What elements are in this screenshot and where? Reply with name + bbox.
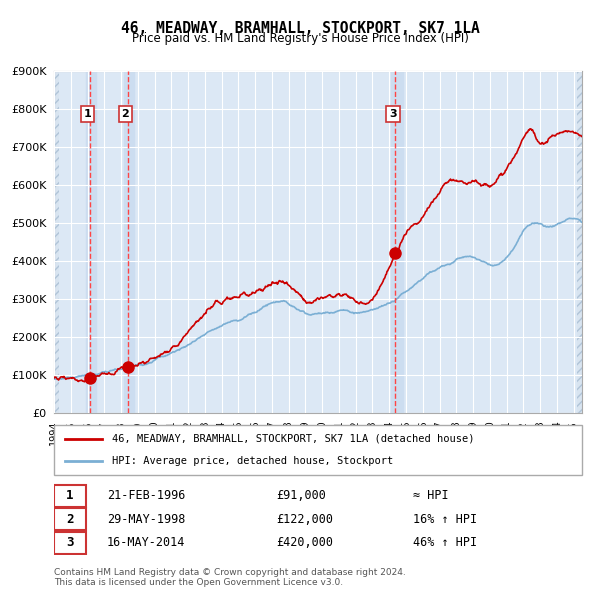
Text: £91,000: £91,000 [276,489,326,502]
Text: Contains HM Land Registry data © Crown copyright and database right 2024.: Contains HM Land Registry data © Crown c… [54,568,406,576]
FancyBboxPatch shape [54,425,582,475]
Text: £122,000: £122,000 [276,513,333,526]
FancyBboxPatch shape [54,484,86,507]
Text: 3: 3 [389,109,397,119]
Text: 2: 2 [122,109,129,119]
Text: 46, MEADWAY, BRAMHALL, STOCKPORT, SK7 1LA: 46, MEADWAY, BRAMHALL, STOCKPORT, SK7 1L… [121,21,479,35]
Bar [391,71,403,413]
Text: 3: 3 [66,536,74,549]
Bar [124,71,134,413]
Text: 21-FEB-1996: 21-FEB-1996 [107,489,185,502]
Text: 46% ↑ HPI: 46% ↑ HPI [413,536,477,549]
Text: 16% ↑ HPI: 16% ↑ HPI [413,513,477,526]
Text: ≈ HPI: ≈ HPI [413,489,449,502]
Text: This data is licensed under the Open Government Licence v3.0.: This data is licensed under the Open Gov… [54,578,343,587]
Bar [577,71,600,413]
Text: HPI: Average price, detached house, Stockport: HPI: Average price, detached house, Stoc… [112,456,394,466]
Text: 2: 2 [66,513,74,526]
FancyBboxPatch shape [54,508,86,530]
Text: £420,000: £420,000 [276,536,333,549]
Bar [86,71,96,413]
Text: 16-MAY-2014: 16-MAY-2014 [107,536,185,549]
Text: 29-MAY-1998: 29-MAY-1998 [107,513,185,526]
FancyBboxPatch shape [54,532,86,554]
Text: 1: 1 [66,489,74,502]
Text: Price paid vs. HM Land Registry's House Price Index (HPI): Price paid vs. HM Land Registry's House … [131,32,469,45]
Text: 1: 1 [83,109,91,119]
Text: 46, MEADWAY, BRAMHALL, STOCKPORT, SK7 1LA (detached house): 46, MEADWAY, BRAMHALL, STOCKPORT, SK7 1L… [112,434,475,444]
